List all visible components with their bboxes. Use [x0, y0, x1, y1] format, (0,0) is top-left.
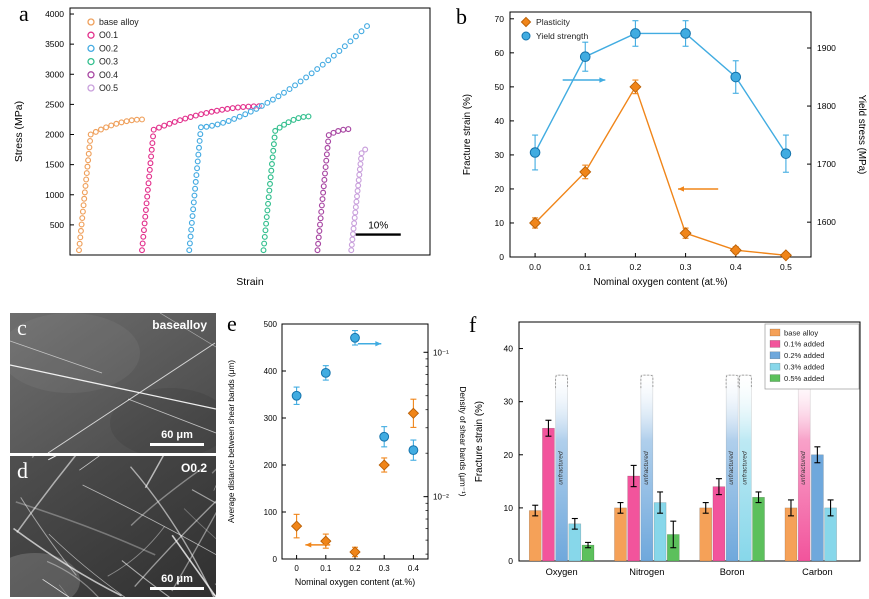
svg-text:0: 0	[508, 556, 513, 566]
svg-text:base alloy: base alloy	[784, 328, 818, 337]
svg-text:1700: 1700	[817, 159, 836, 169]
panel-label-c: c	[17, 315, 27, 340]
svg-text:20: 20	[504, 450, 514, 460]
svg-text:0.4: 0.4	[730, 262, 742, 272]
svg-text:unfractured: unfractured	[800, 451, 807, 485]
svg-text:70: 70	[495, 14, 505, 24]
svg-text:0.5% added: 0.5% added	[784, 374, 825, 383]
svg-text:Nominal oxygen content (at.%): Nominal oxygen content (at.%)	[594, 277, 728, 288]
sem-c-scalebar-label: 60 μm	[161, 429, 193, 441]
panel-label-e: e	[227, 311, 237, 336]
panel-label-a: a	[19, 1, 29, 26]
svg-text:4000: 4000	[45, 9, 64, 19]
svg-text:Yield stress (MPa): Yield stress (MPa)	[856, 95, 867, 175]
svg-text:Boron: Boron	[720, 567, 745, 577]
svg-text:2000: 2000	[45, 130, 64, 140]
svg-text:10: 10	[504, 503, 514, 513]
svg-text:0.1: 0.1	[579, 262, 591, 272]
svg-text:100: 100	[264, 508, 278, 517]
svg-text:0.5: 0.5	[780, 262, 792, 272]
svg-text:0.1: 0.1	[320, 564, 332, 573]
svg-text:O0.4: O0.4	[99, 70, 118, 80]
svg-text:30: 30	[495, 150, 505, 160]
panel-a-stress-strain-chart: 500 1000 1500 2000 2500 3000 3500 4000 Stress (M…	[13, 7, 431, 288]
svg-text:Fracture strain (%): Fracture strain (%)	[462, 94, 473, 175]
svg-text:base alloy: base alloy	[99, 17, 139, 27]
svg-text:O0.3: O0.3	[99, 57, 118, 67]
svg-text:0.2: 0.2	[630, 262, 642, 272]
svg-text:unfractured: unfractured	[741, 451, 748, 485]
svg-text:500: 500	[50, 220, 64, 230]
svg-text:O0.1: O0.1	[99, 30, 118, 40]
sem-c-texture	[10, 313, 216, 453]
svg-text:1600: 1600	[817, 217, 836, 227]
svg-text:30: 30	[504, 397, 514, 407]
svg-text:0.2% added: 0.2% added	[784, 351, 825, 360]
svg-text:2500: 2500	[45, 99, 64, 109]
svg-text:unfractured: unfractured	[643, 451, 650, 485]
svg-text:0.4: 0.4	[408, 564, 420, 573]
svg-text:50: 50	[495, 82, 505, 92]
panel-c-sem-image: basealloy 60 μm	[10, 313, 216, 453]
svg-text:40: 40	[495, 116, 505, 126]
svg-text:Yield strength: Yield strength	[536, 31, 588, 41]
svg-text:Nominal oxygen content (at.%): Nominal oxygen content (at.%)	[295, 577, 415, 587]
svg-text:0.3: 0.3	[680, 262, 692, 272]
sem-d-texture	[10, 456, 216, 597]
svg-text:10: 10	[495, 218, 505, 228]
svg-text:0.3: 0.3	[379, 564, 391, 573]
svg-text:1000: 1000	[45, 190, 64, 200]
svg-text:10⁻²: 10⁻²	[433, 493, 449, 502]
svg-text:1800: 1800	[817, 101, 836, 111]
svg-text:3000: 3000	[45, 69, 64, 79]
panel-label-b: b	[456, 4, 467, 29]
svg-text:Stress (MPa): Stress (MPa)	[13, 101, 25, 162]
svg-text:O0.2: O0.2	[99, 43, 118, 53]
svg-text:500: 500	[264, 320, 278, 329]
svg-text:1900: 1900	[817, 43, 836, 53]
svg-text:Nitrogen: Nitrogen	[629, 567, 664, 577]
svg-text:0: 0	[273, 555, 278, 564]
svg-text:1500: 1500	[45, 160, 64, 170]
svg-text:Strain: Strain	[236, 276, 264, 288]
panel-f-fracture-strain-bars: 0 10 20 30 40 Fracture strain (%) Oxygen unfrac…	[474, 321, 861, 577]
svg-text:300: 300	[264, 414, 278, 423]
svg-text:10⁻¹: 10⁻¹	[433, 348, 449, 357]
panel-label-d: d	[17, 458, 28, 483]
sem-c-scalebar-line	[150, 443, 204, 446]
svg-text:0.0: 0.0	[529, 262, 541, 272]
svg-text:O0.5: O0.5	[99, 83, 118, 93]
svg-text:20: 20	[495, 184, 505, 194]
svg-text:Carbon: Carbon	[802, 567, 833, 577]
svg-text:Density of shear bands (μm⁻¹): Density of shear bands (μm⁻¹)	[458, 386, 467, 496]
svg-text:Oxygen: Oxygen	[546, 567, 578, 577]
sem-d-scalebar-line	[150, 587, 204, 590]
svg-text:Average distance between shear: Average distance between shear bands (μm…	[227, 360, 236, 523]
sem-d-scalebar: 60 μm	[150, 573, 204, 590]
svg-text:0: 0	[499, 252, 504, 262]
svg-text:200: 200	[264, 461, 278, 470]
svg-text:400: 400	[264, 367, 278, 376]
svg-text:0.1% added: 0.1% added	[784, 340, 825, 349]
panel-e-shear-band-chart: 0 100 200 300 400 500 10⁻¹ 10⁻² 0 0.1 0.2 0.3 0.4 Nom…	[227, 320, 467, 587]
svg-text:Fracture strain (%): Fracture strain (%)	[474, 401, 485, 482]
svg-text:3500: 3500	[45, 39, 64, 49]
svg-text:40: 40	[504, 344, 514, 354]
sem-d-title: O0.2	[180, 461, 207, 475]
svg-text:10%: 10%	[368, 221, 388, 232]
svg-text:Plasticity: Plasticity	[536, 17, 571, 27]
panel-label-f: f	[469, 312, 477, 337]
svg-text:0.2: 0.2	[349, 564, 361, 573]
svg-text:unfractured: unfractured	[728, 451, 735, 485]
svg-text:60: 60	[495, 48, 505, 58]
svg-text:0: 0	[294, 564, 299, 573]
svg-text:unfractured: unfractured	[558, 451, 565, 485]
sem-c-title: basealloy	[152, 318, 207, 332]
sem-c-scalebar: 60 μm	[150, 429, 204, 446]
sem-d-scalebar-label: 60 μm	[161, 573, 193, 585]
panel-d-sem-image: O0.2 60 μm	[10, 456, 216, 597]
svg-text:0.3% added: 0.3% added	[784, 363, 825, 372]
panel-b-plasticity-yield-chart: 0 10 20 30 40 50 60 70 1600 1700 1800 1900 0.0 0.1 0.2…	[462, 11, 867, 288]
